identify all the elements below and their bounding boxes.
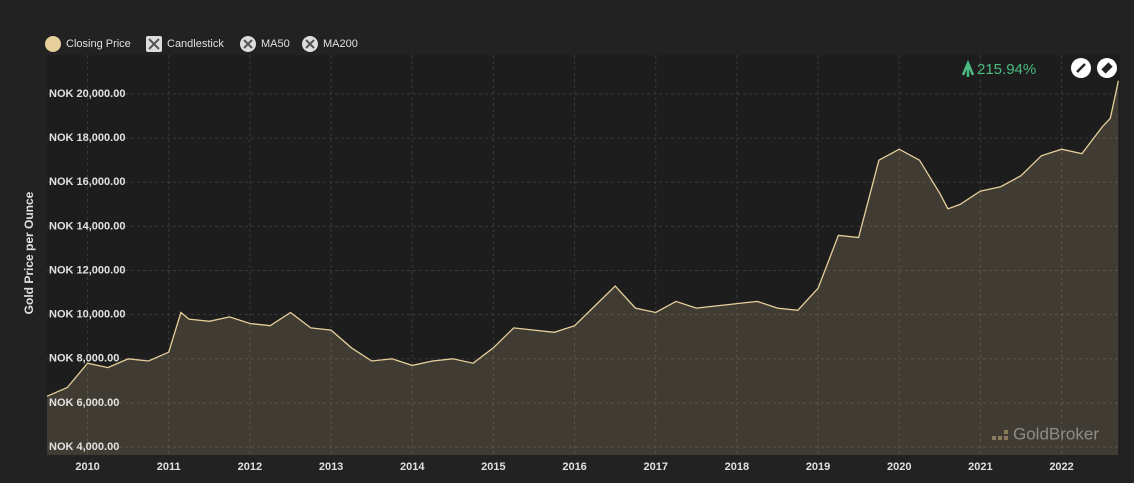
x-tick-label: 2020: [887, 461, 911, 473]
x-tick-label: 2014: [400, 461, 425, 473]
y-tick-label: NOK 8,000.00: [49, 353, 119, 365]
change-annotation: 215.94%: [977, 61, 1036, 78]
y-tick-label: NOK 4,000.00: [49, 441, 119, 453]
legend-icon-x: [305, 39, 315, 49]
x-tick-label: 2011: [157, 461, 181, 473]
legend-label[interactable]: Closing Price: [66, 38, 131, 50]
x-tick-label: 2013: [319, 461, 343, 473]
x-tick-label: 2021: [968, 461, 992, 473]
x-tick-label: 2019: [806, 461, 830, 473]
price-line: [46, 80, 1120, 397]
legend: Closing Price Candlestick MA50 MA200: [45, 36, 358, 52]
x-tick-label: 2018: [725, 461, 749, 473]
y-tick-label: NOK 6,000.00: [49, 397, 119, 409]
legend-item[interactable]: Closing Price: [45, 36, 131, 52]
x-tick-label: 2010: [75, 461, 99, 473]
y-axis-label: Gold Price per Ounce: [22, 191, 36, 314]
x-tick-label: 2022: [1049, 461, 1073, 473]
area-fill: [47, 80, 1119, 456]
plot: [46, 80, 1120, 456]
x-tick-label: 2016: [562, 461, 586, 473]
legend-label[interactable]: MA50: [261, 38, 290, 50]
legend-item[interactable]: MA200: [302, 36, 358, 52]
watermark: GoldBroker: [1013, 424, 1099, 443]
legend-icon-x: [148, 38, 160, 50]
grid: [47, 55, 1120, 455]
y-tick-label: NOK 10,000.00: [49, 309, 125, 321]
x-tick-label: 2015: [481, 461, 505, 473]
watermark-logo: [992, 430, 1008, 440]
draw-icon: [1076, 63, 1086, 73]
legend-label[interactable]: Candlestick: [167, 38, 224, 50]
y-tick-label: NOK 12,000.00: [49, 264, 125, 276]
y-tick-label: NOK 18,000.00: [49, 132, 125, 144]
y-tick-label: NOK 16,000.00: [49, 176, 125, 188]
legend-swatch[interactable]: [45, 36, 61, 52]
legend-item[interactable]: Candlestick: [146, 36, 224, 52]
up-arrow: [961, 59, 975, 77]
erase-icon: [1101, 62, 1113, 74]
x-tick-label: 2017: [643, 461, 667, 473]
x-tick-label: 2012: [238, 461, 262, 473]
plot-area: [47, 55, 1120, 455]
legend-label[interactable]: MA200: [323, 38, 358, 50]
legend-icon-x: [243, 39, 253, 49]
y-tick-label: NOK 20,000.00: [49, 88, 125, 100]
y-tick-label: NOK 14,000.00: [49, 220, 125, 232]
legend-item[interactable]: MA50: [240, 36, 290, 52]
